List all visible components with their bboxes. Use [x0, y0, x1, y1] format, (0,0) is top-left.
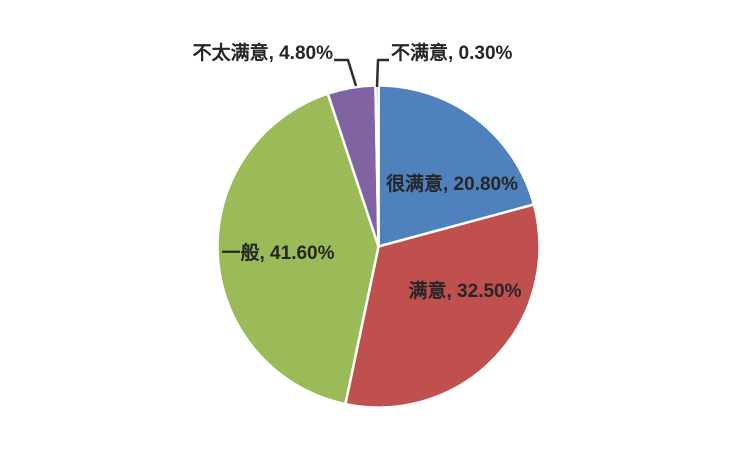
slice-label-neutral: 一般, 41.60%	[221, 243, 335, 264]
leader-line-dissatisfied	[375, 58, 389, 88]
leader-line-somewhat-dissatisfied	[334, 58, 358, 87]
pie-slice-very-satisfied	[377, 84, 536, 248]
pie-slice-satisfied	[344, 203, 541, 409]
slice-label-somewhat-dissatisfied: 不太满意, 4.80%	[192, 43, 333, 64]
slice-label-dissatisfied: 不满意, 0.30%	[391, 43, 513, 64]
slice-label-very-satisfied: 很满意, 20.80%	[386, 174, 518, 195]
slice-label-satisfied: 满意, 32.50%	[408, 281, 522, 302]
pie-slice-neutral	[216, 92, 380, 406]
